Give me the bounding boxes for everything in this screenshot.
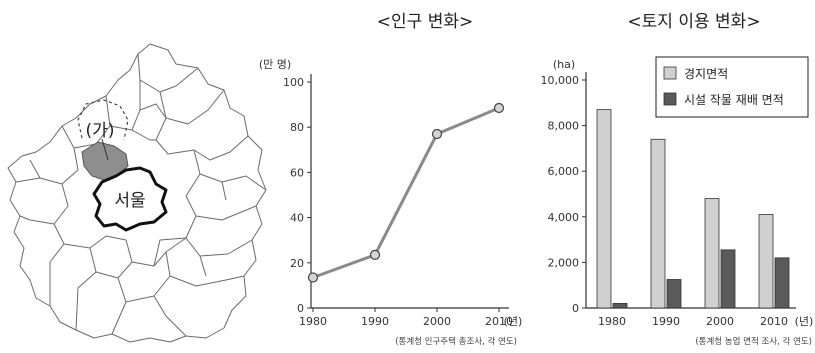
y-tick-label: 40 [290,212,304,225]
bar-chart-xlabel: (년) [795,315,814,328]
legend-swatch-greenhouse [663,92,677,106]
greenhouse-bar [612,303,628,309]
region-ga-leader [101,138,109,161]
y-tick-label: 20 [290,257,304,270]
farmland-bar [650,138,666,309]
seoul-area [92,166,168,232]
greenhouse-bar [666,279,682,309]
y-tick-label: 80 [290,121,304,134]
x-tick-label: 1990 [652,315,680,328]
greenhouse-bar [720,249,736,309]
bar-chart-ylabel: (ha) [553,58,575,71]
district-border [29,159,41,179]
line-chart-source: (통계청 인구주택 총조사, 각 연도) [395,336,517,347]
farmland-bar [596,109,612,309]
y-tick-label: 2,000 [548,256,580,269]
y-tick-label: 100 [283,76,304,89]
district-border [73,95,111,149]
y-tick-label: 0 [572,302,579,315]
district-border [153,237,187,267]
district-border [61,125,79,185]
region-map: (가) 서울 [7,43,267,343]
land-use-bar-chart: <토지 이용 변화> (ha) (년) (통계청 농업 면적 조사, 각 연도)… [541,12,814,347]
district-border [221,181,227,201]
dashed-boundary [77,99,129,141]
x-tick-label: 2010 [760,315,788,328]
district-border [109,80,141,131]
farmland-bar [758,214,774,309]
district-border [159,89,225,125]
x-tick-label: 2000 [423,315,451,328]
x-tick-label: 2000 [706,315,734,328]
x-tick-label: 1980 [299,315,327,328]
line-chart-title: <인구 변화> [377,12,473,32]
line-chart-ylabel: (만 명) [259,58,291,71]
y-tick-label: 4,000 [548,211,580,224]
y-tick-label: 8,000 [548,120,580,133]
population-line-chart: <인구 변화> (만 명) (년) (통계청 인구주택 총조사, 각 연도) 0… [259,12,523,347]
greenhouse-bar [774,257,790,309]
bar-chart-source: (통계청 농업 면적 조사, 각 연도) [695,336,812,347]
region-ga-label: (가) [86,121,115,141]
seoul-label: 서울 [114,191,145,211]
district-border [19,215,65,245]
bar-legend: 경지면적 시설 작물 재배 면적 [655,56,809,118]
legend-label-greenhouse: 시설 작물 재배 면적 [684,93,784,107]
district-border [131,129,156,141]
farmland-bar [704,198,720,309]
y-tick-label: 60 [290,166,304,179]
bar-chart-title: <토지 이용 변화> [627,12,760,32]
population-point [307,272,319,283]
district-border [199,255,207,277]
x-tick-label: 2010 [485,315,513,328]
y-tick-label: 10,000 [541,74,580,87]
y-tick-label: 6,000 [548,165,580,178]
line-chart-xlabel: (년) [504,315,523,328]
x-tick-label: 1980 [598,315,626,328]
population-point [369,249,381,260]
x-tick-label: 1990 [361,315,389,328]
population-line [312,106,500,279]
district-border [153,275,187,337]
district-border [165,237,245,287]
y-tick-label: 0 [297,302,304,315]
district-border [139,103,167,119]
population-point [431,128,443,140]
population-point [493,102,505,114]
district-border [117,251,167,279]
district-border [89,235,133,263]
legend-label-farmland: 경지면적 [684,67,728,81]
legend-swatch-farmland [663,66,677,80]
legend-box [655,56,809,118]
